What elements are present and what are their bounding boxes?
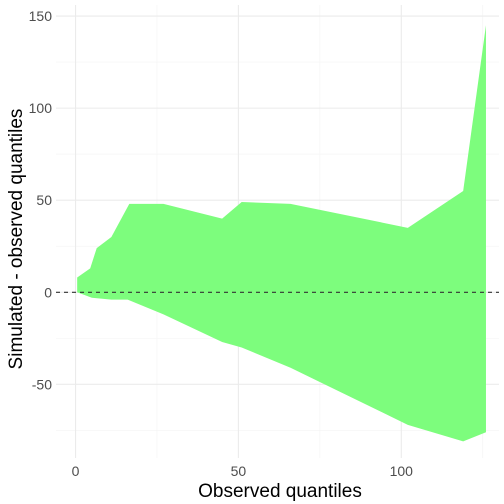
x-tick-label: 50 [231, 463, 247, 479]
tick-labels: 0 50 100 -50 0 50 100 150 [29, 8, 414, 479]
x-tick-label: 0 [72, 463, 80, 479]
y-tick-label: 0 [44, 284, 52, 300]
x-axis-title: Observed quantiles [198, 481, 362, 502]
band-layer [77, 25, 486, 442]
simulation-envelope-band [77, 25, 486, 442]
y-axis-title: Simulated - observed quantiles [6, 109, 27, 370]
y-tick-label: 100 [29, 100, 53, 116]
y-tick-label: -50 [32, 376, 52, 392]
y-tick-label: 150 [29, 8, 53, 24]
y-tick-label: 50 [36, 192, 52, 208]
x-tick-label: 100 [390, 463, 414, 479]
